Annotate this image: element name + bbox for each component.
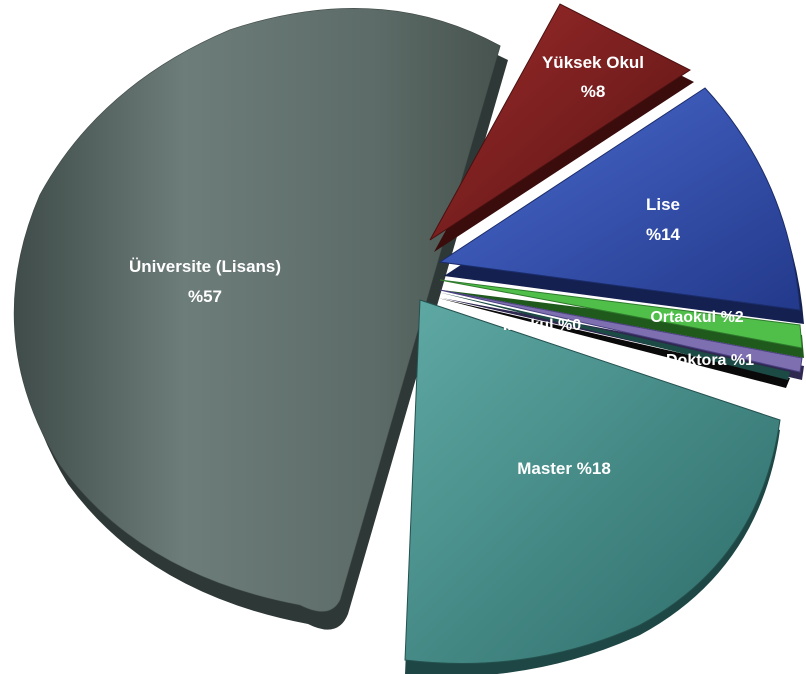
label-doktora: Doktora %1 xyxy=(666,352,754,369)
label-ortaokul: Ortaokul %2 xyxy=(650,309,743,326)
slice-lise-top xyxy=(438,87,801,311)
slice-master xyxy=(404,299,781,674)
label-universite-name: Üniversite (Lisans) xyxy=(129,257,281,276)
slice-lise xyxy=(438,87,804,324)
slice-ortaokul-top xyxy=(439,279,803,349)
slice-universite xyxy=(13,7,509,630)
label-lise-name: Lise xyxy=(646,195,680,214)
label-yuksek-okul-name: Yüksek Okul xyxy=(542,53,644,72)
label-universite-value: %57 xyxy=(188,287,222,306)
slice-doktora-top xyxy=(439,289,803,373)
label-master: Master %18 xyxy=(517,459,611,478)
slice-master-top xyxy=(404,299,781,664)
label-lise-value: %14 xyxy=(646,225,681,244)
label-ilkokul: İlkokul %0 xyxy=(503,316,581,334)
label-yuksek-okul-value: %8 xyxy=(581,82,606,101)
slice-yuksek-okul-top xyxy=(429,3,691,241)
slice-ilkokul xyxy=(438,292,790,388)
slice-yuksek-okul xyxy=(429,3,694,252)
